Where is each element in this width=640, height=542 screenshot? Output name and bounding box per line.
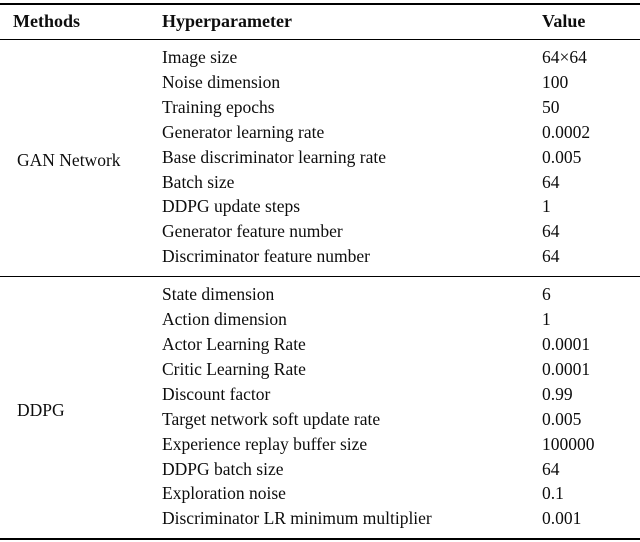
- value-cell: 100: [542, 71, 569, 92]
- value-cell: 0.0001: [542, 333, 591, 354]
- table-row: Action dimension 1: [0, 307, 640, 332]
- hyperparameter-cell: DDPG update steps: [162, 196, 301, 217]
- value-cell: 0.001: [542, 508, 582, 529]
- hyperparameter-cell: Discriminator feature number: [162, 246, 370, 267]
- value-cell: 0.005: [542, 408, 582, 429]
- hyperparameter-cell: Actor Learning Rate: [162, 333, 306, 354]
- table-row: Discount factor 0.99: [0, 382, 640, 407]
- hyperparameter-cell: Noise dimension: [162, 71, 281, 92]
- header-methods: Methods: [0, 4, 162, 40]
- value-cell: 64: [542, 171, 560, 192]
- hyperparameter-cell: Discriminator LR minimum multiplier: [162, 508, 432, 529]
- hyperparameter-cell: DDPG batch size: [162, 458, 284, 479]
- table-row: Exploration noise 0.1: [0, 481, 640, 506]
- hyperparameter-cell: Critic Learning Rate: [162, 358, 306, 379]
- value-cell: 100000: [542, 433, 595, 454]
- value-cell: 6: [542, 276, 640, 308]
- table-row: DDPG State dimension 6: [0, 276, 640, 540]
- method-cell: DDPG: [0, 276, 162, 540]
- method-cell: GAN Network: [17, 150, 121, 171]
- table-row: Training epochs 50: [0, 95, 640, 120]
- value-cell: 0.99: [542, 383, 573, 404]
- hyperparameter-cell: Action dimension: [162, 309, 287, 330]
- hyperparameter-cell: Exploration noise: [162, 483, 286, 504]
- header-hyperparameter: Hyperparameter: [162, 4, 542, 40]
- value-cell: 64: [542, 246, 560, 267]
- value-cell: 64: [542, 458, 560, 479]
- hyperparameter-cell: Batch size: [162, 171, 235, 192]
- hyperparameter-cell: Experience replay buffer size: [162, 433, 368, 454]
- table-row: Base discriminator learning rate 0.005: [0, 145, 640, 170]
- value-cell: 64: [542, 221, 560, 242]
- hyperparameter-table: Methods Hyperparameter Value GAN Network…: [0, 3, 640, 541]
- hyperparameter-cell: Generator learning rate: [162, 121, 325, 142]
- value-cell: 0.0001: [542, 358, 591, 379]
- value-cell: 0.005: [542, 146, 582, 167]
- table-row: DDPG update steps 1: [0, 194, 640, 219]
- table-header-row: Methods Hyperparameter Value: [0, 4, 640, 40]
- value-cell: 1: [542, 196, 551, 217]
- header-value: Value: [542, 4, 640, 40]
- hyperparameter-cell: Discount factor: [162, 383, 271, 404]
- table-row: Discriminator feature number 64: [0, 244, 640, 276]
- table-row: Discriminator LR minimum multiplier 0.001: [0, 506, 640, 539]
- table-row: Critic Learning Rate 0.0001: [0, 357, 640, 382]
- hyperparameter-cell: Image size: [162, 47, 238, 67]
- value-cell: 0.0002: [542, 121, 591, 142]
- table-row: Experience replay buffer size 100000: [0, 432, 640, 457]
- value-cell: 1: [542, 309, 551, 330]
- table-section: DDPG State dimension 6 Action dimension 1 Act…: [0, 276, 640, 540]
- hyperparameter-cell: Training epochs: [162, 96, 275, 117]
- table-row: GAN Network Image size 64×64: [0, 40, 640, 170]
- hyperparameter-cell: State dimension: [162, 276, 542, 308]
- table-row: Actor Learning Rate 0.0001: [0, 332, 640, 357]
- hyperparameter-cell: Base discriminator learning rate: [162, 146, 387, 167]
- value-cell: 50: [542, 96, 560, 117]
- table-row: Noise dimension 100: [0, 70, 640, 95]
- table-row: DDPG batch size 64: [0, 457, 640, 482]
- value-cell: 0.1: [542, 483, 564, 504]
- table-section: GAN Network Image size 64×64 Noise dimensio…: [0, 40, 640, 277]
- table-row: Target network soft update rate 0.005: [0, 407, 640, 432]
- table-row: Generator learning rate 0.0002: [0, 120, 640, 145]
- table-row: Generator feature number 64: [0, 219, 640, 244]
- hyperparameter-cell: Generator feature number: [162, 221, 343, 242]
- value-cell: 64×64: [542, 47, 587, 67]
- table-row: Batch size 64: [0, 170, 640, 195]
- hyperparameter-cell: Target network soft update rate: [162, 408, 381, 429]
